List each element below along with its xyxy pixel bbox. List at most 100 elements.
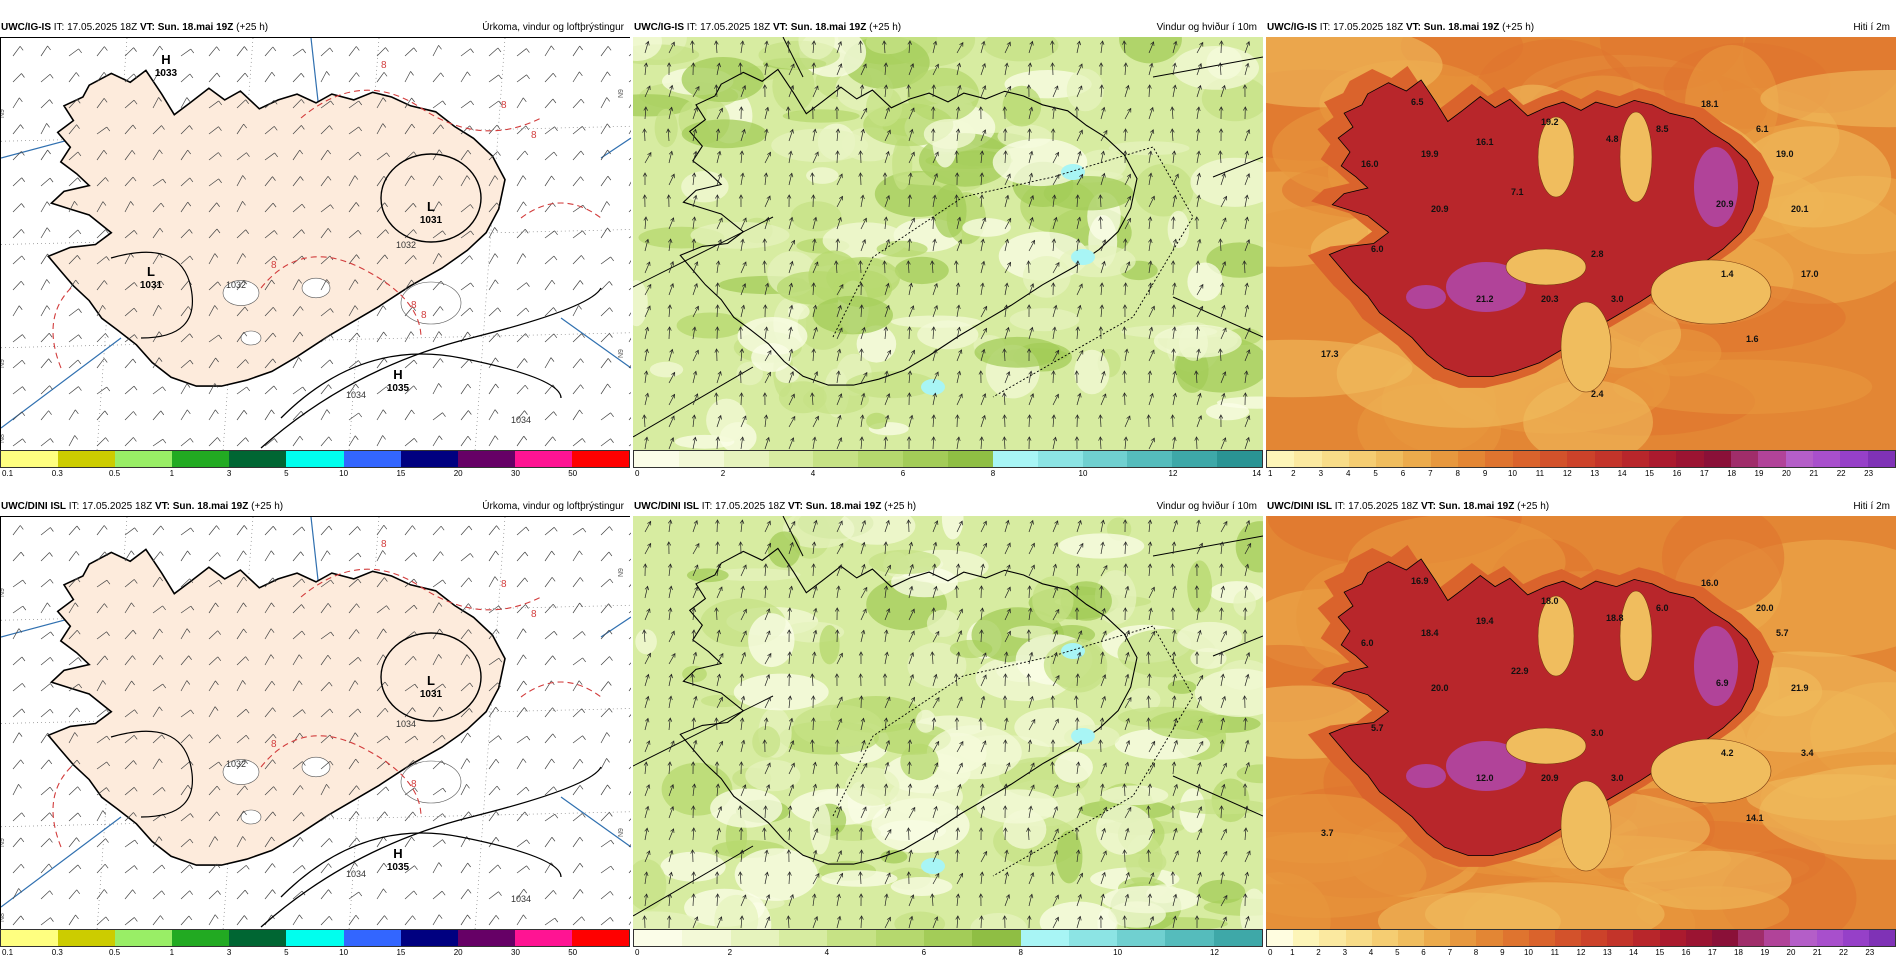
- colorbar-segment: [1398, 930, 1424, 946]
- it-value: 17.05.2025 18Z: [67, 22, 137, 33]
- wind-speed-patch: [1108, 901, 1166, 927]
- colorbar-segment: [679, 451, 724, 467]
- colorbar-tick-label: 0: [1268, 948, 1272, 957]
- colorbar-tick-label: 3: [1319, 469, 1323, 478]
- colorbar-segment: [458, 451, 515, 467]
- panel-header: UWC/IG-IS IT: 17.05.2025 18Z VT: Sun. 18…: [0, 17, 630, 37]
- cool-highland-zone: [1561, 781, 1611, 871]
- pressure-value: 1031: [420, 215, 443, 226]
- colorbar-tick-label: 5: [1395, 948, 1399, 957]
- map-canvas[interactable]: [633, 37, 1263, 450]
- colorbar-segment: [1294, 451, 1321, 467]
- colorbar-segment: [1540, 451, 1567, 467]
- colorbar-tick-label: 0.1: [2, 948, 13, 957]
- lead-time: (+25 h): [884, 501, 916, 512]
- precip-contour-label: 8: [421, 310, 427, 321]
- forecast-map[interactable]: [633, 516, 1263, 929]
- colorbar-tick-label: 1: [1268, 469, 1272, 478]
- colorbar-tick-label: 2: [728, 948, 732, 957]
- colorbar-tick-label: 14: [1252, 469, 1261, 478]
- colorbar-tick-label: 13: [1603, 948, 1612, 957]
- wind-speed-patch: [821, 870, 897, 887]
- temperature-label: 20.3: [1541, 294, 1559, 304]
- colorbar-tick-label: 12: [1169, 469, 1178, 478]
- isobar-label: 1032: [226, 759, 246, 769]
- colorbar-segment: [572, 451, 629, 467]
- colorbar-segment: [1349, 451, 1376, 467]
- colorbar-segment: [1555, 930, 1581, 946]
- temperature-label: 3.7: [1321, 828, 1334, 838]
- map-canvas[interactable]: L1031H1035103210341034103488888N9N9N9N9N…: [1, 517, 631, 930]
- temperature-label: 1.4: [1721, 269, 1734, 279]
- wind-speed-patch: [889, 776, 963, 818]
- isobar-label: 1034: [346, 390, 366, 400]
- graticule-label: N8: [1, 434, 6, 443]
- colorbar-tick-label: 7: [1428, 469, 1432, 478]
- temperature-label: 20.9: [1431, 204, 1449, 214]
- colorbar-tick-label: 23: [1865, 948, 1874, 957]
- colorbar-tick-label: 14: [1629, 948, 1638, 957]
- colorbar-tick-label: 16: [1672, 469, 1681, 478]
- colorbar-tick-label: 15: [1655, 948, 1664, 957]
- run-info: UWC/DINI ISL IT: 17.05.2025 18Z VT: Sun.…: [1, 499, 283, 515]
- vt-value: Sun. 18.mai 19Z: [173, 501, 249, 512]
- colorbar-tick-label: 20: [1782, 469, 1791, 478]
- vt-value: Sun. 18.mai 19Z: [158, 22, 234, 33]
- field-title: Úrkoma, vindur og loftþrýstingur: [482, 499, 624, 515]
- colorbar-segment: [1633, 930, 1659, 946]
- colorbar-tick-label: 4: [1369, 948, 1373, 957]
- wind-speed-patch: [1148, 710, 1228, 739]
- run-info: UWC/IG-IS IT: 17.05.2025 18Z VT: Sun. 18…: [1, 20, 268, 36]
- graticule-label: N9: [1, 588, 6, 597]
- model-name: UWC/IG-IS: [1267, 22, 1317, 33]
- wind-speed-patch: [1059, 533, 1145, 558]
- temperature-label: 3.4: [1801, 748, 1814, 758]
- field-title: Úrkoma, vindur og loftþrýstingur: [482, 20, 624, 36]
- it-label: IT:: [69, 501, 80, 512]
- model-name: UWC/IG-IS: [1, 22, 51, 33]
- wind-speed-patch: [1233, 590, 1256, 617]
- temperature-label: 3.0: [1611, 773, 1624, 783]
- map-canvas[interactable]: H1033L1031L1031H103510321032103410348888…: [1, 38, 631, 451]
- colorbar-segment: [1424, 930, 1450, 946]
- pressure-value: 1031: [420, 689, 443, 700]
- temperature-label: 20.0: [1431, 683, 1449, 693]
- colorbar-segment: [1172, 451, 1217, 467]
- colorbar-segment: [1686, 930, 1712, 946]
- colorbar-tick-label: 13: [1590, 469, 1599, 478]
- lead-time: (+25 h): [251, 501, 283, 512]
- forecast-map[interactable]: [633, 37, 1263, 450]
- colorbar-tick-label: 8: [1474, 948, 1478, 957]
- precip-contour-label: 8: [271, 260, 277, 271]
- temperature-label: 22.9: [1511, 666, 1529, 676]
- wind-speed-patch: [1168, 680, 1197, 694]
- lake: [1061, 643, 1085, 659]
- temperature-label: 6.9: [1716, 678, 1729, 688]
- wind-speed-patch: [768, 531, 801, 567]
- colorbar-tick-label: 23: [1864, 469, 1873, 478]
- map-canvas[interactable]: [633, 516, 1263, 929]
- wind-speed-patch: [748, 613, 794, 667]
- wind-speed-patch: [706, 399, 747, 442]
- forecast-panel-p2: UWC/IG-IS IT: 17.05.2025 18Z VT: Sun. 18…: [633, 17, 1263, 482]
- model-name: UWC/IG-IS: [634, 22, 684, 33]
- pressure-center-h: H: [393, 846, 402, 861]
- colorbar-segment: [1764, 930, 1790, 946]
- cool-highland-zone: [1506, 249, 1586, 285]
- precip-contour-label: 8: [531, 130, 537, 141]
- lead-time: (+25 h): [236, 22, 268, 33]
- colorbar-segment: [1485, 451, 1512, 467]
- wind-speed-patch: [691, 222, 790, 249]
- colorbar-tick-label: 5: [284, 469, 288, 478]
- colorbar-tick-label: 17: [1700, 469, 1709, 478]
- colorbar-segment: [1293, 930, 1319, 946]
- precip-contour-label: 8: [271, 739, 277, 750]
